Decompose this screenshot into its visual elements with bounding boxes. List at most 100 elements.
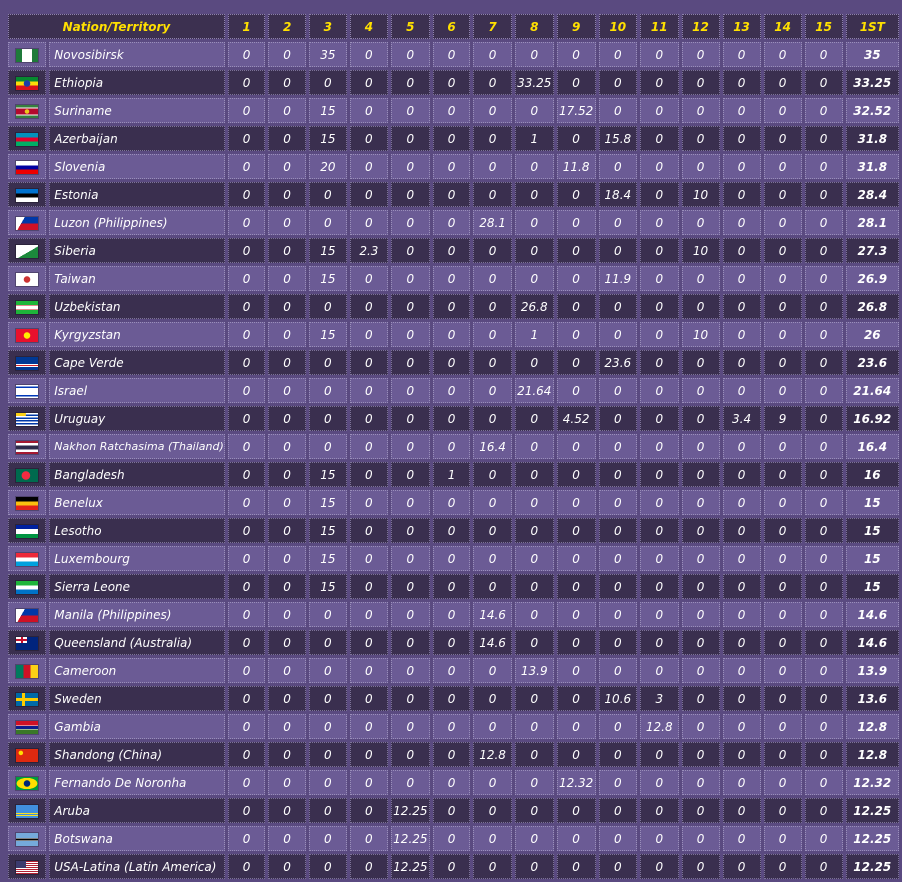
score-cell: 0: [722, 434, 761, 459]
flag-cell: [8, 658, 47, 683]
usa-flag-icon: [16, 860, 39, 874]
score-cell: 0: [390, 434, 430, 459]
score-cell: 0: [763, 686, 802, 711]
score-cell: 0: [598, 826, 638, 851]
score-cell: 0: [473, 70, 512, 95]
total-cell: 12.32: [845, 770, 899, 795]
total-cell: 15: [845, 546, 899, 571]
table-row: Luxembourg 0 0 15 0 0 0 0 0 0 0 0 0 0 0 0 15: [8, 546, 899, 571]
score-cell: 0: [681, 742, 720, 767]
score-cell: 0: [722, 546, 761, 571]
nation-name: USA-Latina (Latin America): [49, 854, 225, 879]
score-cell: 0: [556, 490, 596, 515]
table-row: Queensland (Australia) 0 0 0 0 0 0 14.6 0 0 0 0 0 0 0 0…: [8, 630, 899, 655]
score-cell: 0: [763, 126, 802, 151]
score-cell: 0: [804, 686, 843, 711]
score-cell: 0: [681, 98, 720, 123]
score-cell: 0: [763, 826, 802, 851]
score-cell: 0: [432, 630, 471, 655]
nation-name: Gambia: [49, 714, 225, 739]
score-cell: 0: [640, 126, 679, 151]
score-cell: 0: [268, 686, 306, 711]
score-cell: 0: [556, 210, 596, 235]
score-cell: 0: [763, 798, 802, 823]
score-cell: 14.6: [473, 602, 512, 627]
score-cell: 0: [556, 854, 596, 879]
nation-name: Azerbaijan: [49, 126, 225, 151]
score-cell: 0: [349, 854, 388, 879]
score-cell: 0: [268, 798, 306, 823]
score-cell: 0: [473, 350, 512, 375]
score-cell: 0: [308, 798, 347, 823]
score-cell: 0: [556, 742, 596, 767]
score-cell: 0: [640, 490, 679, 515]
total-cell: 15: [845, 574, 899, 599]
score-cell: 0: [640, 798, 679, 823]
score-cell: 20: [308, 154, 347, 179]
score-cell: 0: [473, 238, 512, 263]
azerbaijan-flag-icon: [16, 132, 39, 146]
score-cell: 0: [390, 406, 430, 431]
nation-name: Bangladesh: [49, 462, 225, 487]
score-cell: 0: [681, 378, 720, 403]
score-cell: 0: [268, 210, 306, 235]
score-cell: 0: [598, 630, 638, 655]
score-cell: 0: [349, 714, 388, 739]
score-cell: 0: [804, 294, 843, 319]
score-cell: 0: [473, 322, 512, 347]
cameroon-flag-icon: [16, 664, 39, 678]
score-cell: 0: [390, 742, 430, 767]
score-cell: 0: [763, 238, 802, 263]
flag-cell: [8, 294, 47, 319]
score-cell: 15: [308, 546, 347, 571]
score-cell: 0: [227, 154, 266, 179]
flag-cell: [8, 518, 47, 543]
flag-cell: [8, 742, 47, 767]
score-cell: 0: [349, 126, 388, 151]
score-cell: 0: [598, 770, 638, 795]
score-cell: 0: [598, 854, 638, 879]
score-cell: 0: [390, 602, 430, 627]
score-cell: 0: [514, 182, 554, 207]
score-cell: 0: [598, 322, 638, 347]
botswana-flag-icon: [16, 832, 39, 846]
table-row: Shandong (China) 0 0 0 0 0 0 12.8 0 0 0 0 0 0 0 0 12.8: [8, 742, 899, 767]
score-cell: 0: [598, 490, 638, 515]
score-cell: 0: [640, 518, 679, 543]
score-cell: 0: [390, 294, 430, 319]
score-cell: 11.8: [556, 154, 596, 179]
score-cell: 0: [473, 658, 512, 683]
score-cell: 0: [268, 266, 306, 291]
round-11-column-header: 11: [640, 14, 679, 39]
sierraleone-flag-icon: [16, 580, 39, 594]
score-cell: 0: [349, 490, 388, 515]
round-3-column-header: 3: [308, 14, 347, 39]
score-cell: 0: [763, 322, 802, 347]
score-cell: 0: [432, 770, 471, 795]
score-cell: 9: [763, 406, 802, 431]
total-cell: 13.6: [845, 686, 899, 711]
score-cell: 0: [598, 546, 638, 571]
score-cell: 0: [268, 70, 306, 95]
total-cell: 12.8: [845, 742, 899, 767]
score-cell: 0: [556, 798, 596, 823]
round-5-column-header: 5: [390, 14, 430, 39]
score-cell: 0: [804, 602, 843, 627]
score-cell: 0: [432, 658, 471, 683]
score-cell: 0: [763, 98, 802, 123]
score-cell: 0: [473, 126, 512, 151]
score-cell: 0: [763, 854, 802, 879]
score-cell: 0: [681, 294, 720, 319]
score-cell: 0: [268, 658, 306, 683]
score-cell: 0: [390, 490, 430, 515]
score-cell: 0: [432, 182, 471, 207]
score-cell: 0: [432, 574, 471, 599]
score-cell: 0: [227, 266, 266, 291]
results-table: Nation/Territory 1 2 3 4 5 6 7 8 9 10 11 12 13 14 15 1S…: [5, 11, 902, 882]
score-cell: 3: [640, 686, 679, 711]
score-cell: 0: [598, 798, 638, 823]
table-row: Aruba 0 0 0 0 12.25 0 0 0 0 0 0 0 0 0 0 12.25: [8, 798, 899, 823]
score-cell: 0: [227, 350, 266, 375]
score-cell: 0: [473, 546, 512, 571]
score-cell: 0: [556, 294, 596, 319]
